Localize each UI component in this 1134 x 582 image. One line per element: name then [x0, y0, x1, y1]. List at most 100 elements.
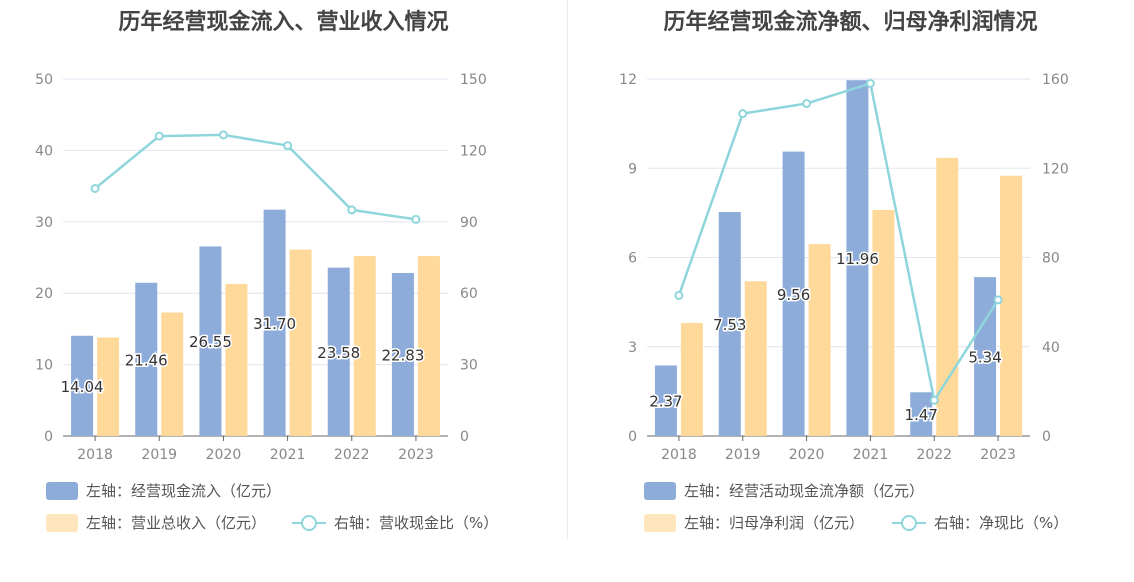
bar: [680, 322, 703, 436]
y-left-tick-label: 50: [35, 72, 53, 88]
legend-item-revenue[interactable]: 左轴：营业总收入（亿元）: [46, 512, 266, 533]
bar: [782, 151, 805, 436]
line-point: [218, 130, 228, 140]
data-label: 1.47: [905, 406, 938, 424]
line-point: [993, 295, 1003, 305]
data-label: 21.46: [125, 351, 168, 369]
line-point: [90, 183, 100, 193]
bar: [263, 209, 286, 436]
bar: [135, 282, 158, 436]
y-left-tick-label: 30: [35, 215, 53, 231]
x-tick-label: 2022: [916, 447, 952, 463]
y-left-tick-label: 6: [628, 251, 637, 267]
chart-plot: 0 10 20 30 40 50 0 30 60 90 120 150 2018 2019 2020 2021…: [35, 72, 487, 463]
x-tick-label: 2018: [77, 447, 113, 463]
line-point: [674, 290, 684, 300]
legend-swatch: [644, 481, 676, 500]
chart-title: 历年经营现金流入、营业收入情况: [118, 10, 449, 35]
y-right-tick-label: 60: [460, 286, 478, 302]
bar: [872, 209, 895, 436]
line-point: [929, 395, 939, 405]
bar: [846, 80, 869, 436]
x-tick-label: 2018: [661, 447, 697, 463]
y-right-tick-label: 150: [460, 72, 487, 88]
cash-inflow-revenue-chart: 历年经营现金流入、营业收入情况 0 10 20 30 40 50 0 30 60 90 120 150…: [35, 10, 498, 533]
bar: [744, 281, 767, 436]
y-right-tick-label: 160: [1042, 72, 1069, 88]
series-line: [677, 81, 1000, 404]
legend-item-net-cashflow[interactable]: 左轴：经营活动现金流净额（亿元）: [644, 480, 924, 501]
bar: [654, 365, 677, 436]
y-left-tick-label: 10: [35, 358, 53, 374]
data-label: 31.70: [253, 315, 296, 333]
legend-item-cash-inflow[interactable]: 左轴：经营现金流入（亿元）: [46, 480, 281, 501]
y-left-tick-label: 3: [628, 340, 637, 356]
bar: [225, 283, 248, 436]
y-right-tick-label: 40: [1042, 340, 1060, 356]
legend-item-net-cash-ratio[interactable]: 右轴：净现比（%）: [892, 512, 1068, 533]
data-label: 9.56: [777, 286, 810, 304]
data-label: 7.53: [713, 316, 746, 334]
y-right-tick-label: 30: [460, 358, 478, 374]
bar: [289, 249, 312, 436]
data-label: 2.37: [649, 393, 682, 411]
legend-label: 左轴：营业总收入（亿元）: [86, 514, 267, 532]
bar: [353, 256, 376, 436]
legend-label: 右轴：营收现金比（%）: [334, 514, 499, 532]
legend-item-cash-ratio[interactable]: 右轴：营收现金比（%）: [292, 512, 498, 533]
bar: [910, 392, 933, 436]
y-left-tick-label: 20: [35, 286, 53, 302]
y-left-tick-label: 40: [35, 143, 53, 159]
line-point: [411, 214, 421, 224]
line-point: [283, 141, 293, 151]
y-left-tick-label: 12: [619, 72, 637, 88]
bar: [1000, 175, 1023, 436]
legend-label: 右轴：净现比（%）: [934, 514, 1069, 532]
line-point: [154, 131, 164, 141]
line-point: [802, 99, 812, 109]
y-right-tick-label: 0: [460, 429, 469, 445]
x-tick-label: 2021: [853, 447, 889, 463]
x-tick-label: 2020: [206, 447, 242, 463]
data-label: 26.55: [189, 333, 232, 351]
legend-label: 左轴：经营现金流入（亿元）: [86, 482, 282, 500]
y-left-tick-label: 9: [628, 161, 637, 177]
data-label: 23.58: [317, 344, 360, 362]
y-left-tick-label: 0: [44, 429, 53, 445]
line-point: [738, 109, 748, 119]
line-point: [865, 78, 875, 88]
bar: [199, 246, 222, 436]
data-label: 14.04: [61, 378, 104, 396]
bar: [936, 157, 959, 436]
bar: [71, 335, 94, 436]
data-label: 11.96: [836, 250, 879, 268]
x-tick-label: 2022: [334, 447, 370, 463]
x-tick-label: 2019: [725, 447, 761, 463]
x-tick-label: 2019: [141, 447, 177, 463]
bar: [391, 272, 414, 436]
net-cashflow-profit-chart: 历年经营现金流净额、归母净利润情况 0 3 6 9 12 0 40 80 120 160 2018 2…: [567, 0, 1134, 582]
bar: [417, 256, 440, 436]
y-right-tick-label: 120: [460, 143, 487, 159]
data-label: 22.83: [381, 346, 424, 364]
legend-label: 左轴：经营活动现金流净额（亿元）: [684, 482, 925, 500]
x-tick-label: 2023: [980, 447, 1016, 463]
bar: [327, 267, 350, 436]
legend-line-symbol: [292, 514, 326, 532]
x-tick-label: 2020: [789, 447, 825, 463]
legend-label: 左轴：归母净利润（亿元）: [684, 514, 865, 532]
legend-swatch: [46, 513, 78, 532]
legend-swatch: [644, 513, 676, 532]
y-right-tick-label: 90: [460, 215, 478, 231]
data-label: 5.34: [968, 349, 1001, 367]
bar: [718, 211, 741, 436]
legend-item-net-profit[interactable]: 左轴：归母净利润（亿元）: [644, 512, 864, 533]
bar: [974, 277, 997, 436]
panel-divider: [567, 0, 568, 540]
legend-line-symbol: [892, 514, 926, 532]
y-right-tick-label: 0: [1042, 429, 1051, 445]
series-line: [94, 133, 417, 221]
line-point: [347, 205, 357, 215]
